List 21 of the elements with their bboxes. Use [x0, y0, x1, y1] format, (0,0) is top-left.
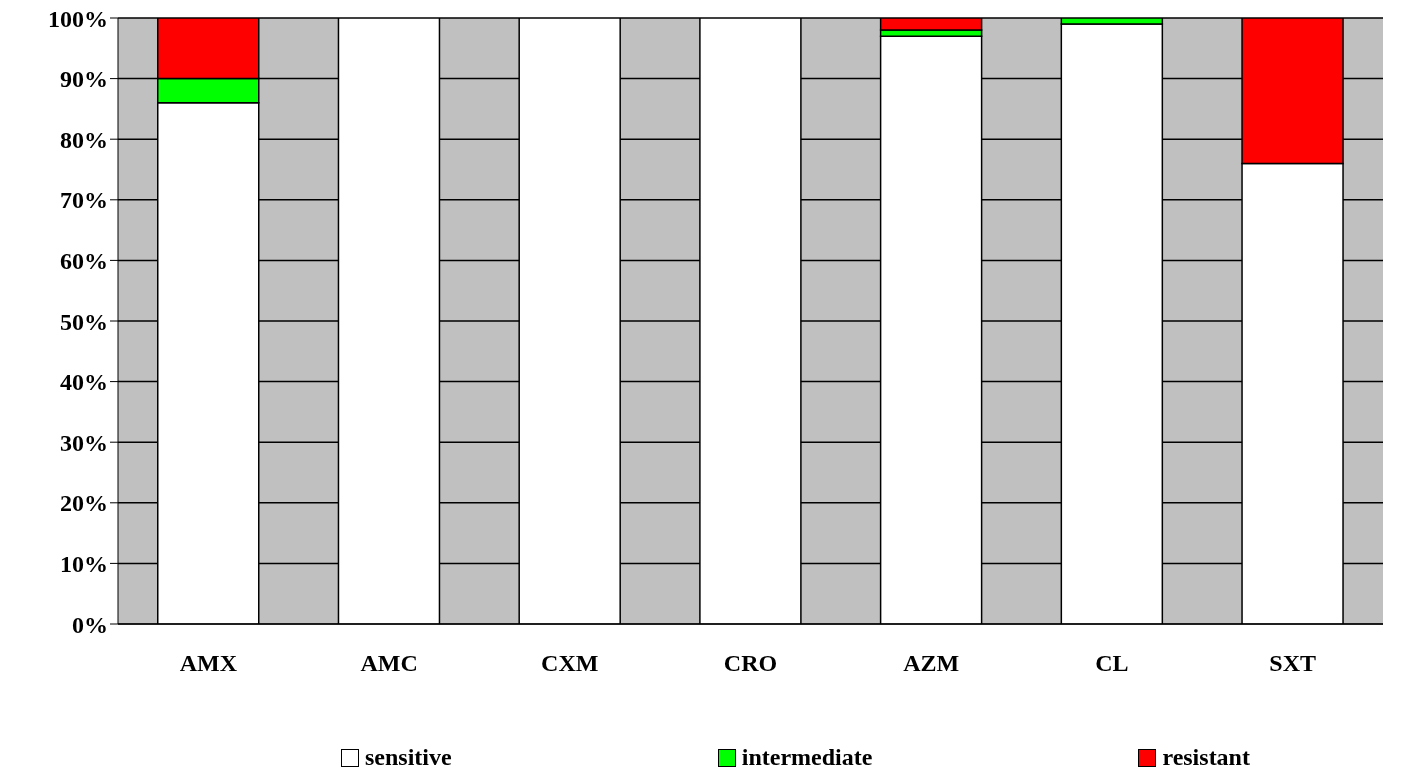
x-tick-label: AZM	[903, 650, 960, 677]
y-tick-label: 10%	[60, 550, 108, 577]
x-tick-label: CRO	[723, 650, 778, 677]
x-tick-label: CL	[1095, 650, 1129, 677]
legend-label: intermediate	[740, 744, 873, 771]
x-tick-label: AMX	[179, 650, 238, 677]
x-tick-label: CXM	[541, 650, 599, 677]
y-tick-label: 70%	[60, 187, 108, 214]
y-tick-label: 20%	[60, 490, 108, 517]
y-tick-label: 80%	[60, 126, 108, 153]
x-tick-label: AMC	[360, 650, 418, 677]
y-tick-label: 90%	[60, 66, 108, 93]
x-tick-label: SXT	[1269, 650, 1316, 677]
y-tick-label: 50%	[60, 308, 108, 335]
y-tick-label: 40%	[60, 369, 108, 396]
y-tick-label: 30%	[60, 429, 108, 456]
legend-label: resistant	[1161, 744, 1250, 771]
y-tick-label: 0%	[72, 611, 108, 638]
legend-label: sensitive	[364, 744, 452, 771]
y-tick-label: 60%	[60, 247, 108, 274]
y-tick-label: 100%	[48, 5, 108, 32]
